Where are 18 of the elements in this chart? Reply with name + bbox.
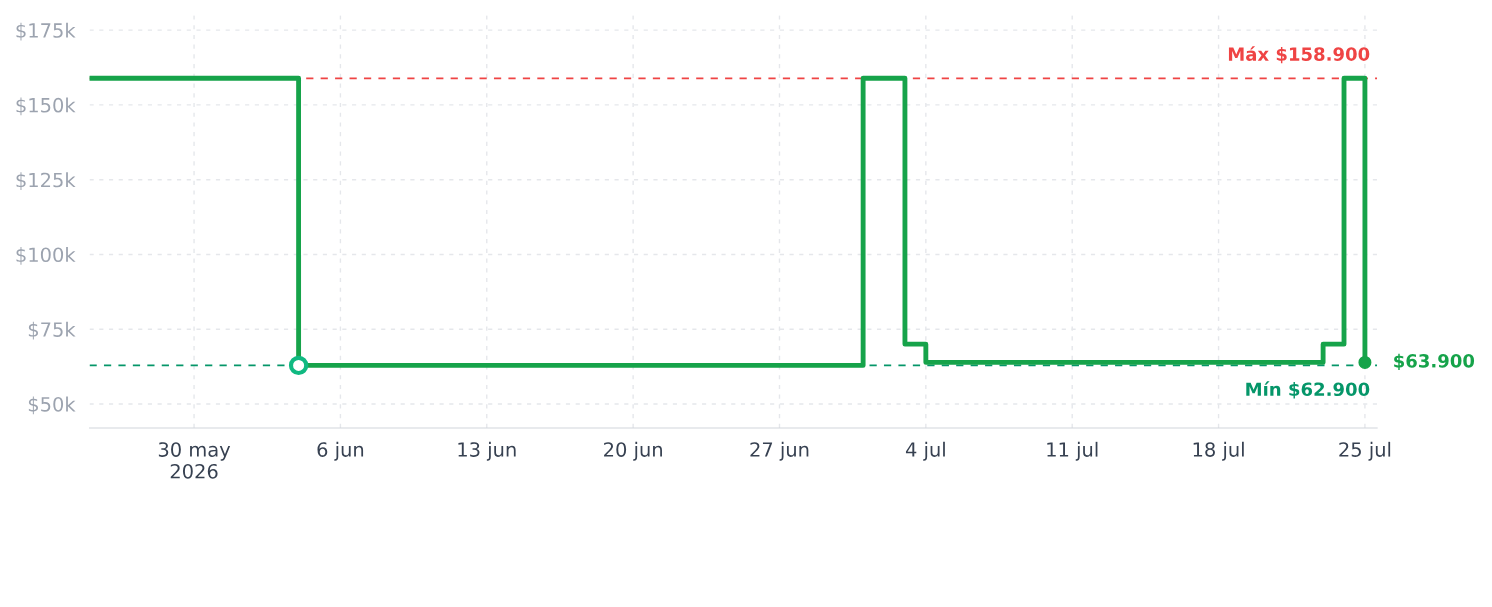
x-tick-label: 20 jun <box>604 441 662 461</box>
x-tick-label: 25 jul <box>1339 441 1391 461</box>
x-tick-label: 27 jun <box>750 441 809 461</box>
y-tick-label: $75k <box>28 321 76 340</box>
x-tick-label: 30 may 2026 <box>158 442 231 479</box>
x-tick-label: 18 jul <box>1193 441 1244 461</box>
y-tick-label: $175k <box>16 22 76 41</box>
y-tick-label: $50k <box>28 396 76 415</box>
x-tick-label: 4 jul <box>905 441 945 461</box>
x-tick-label: 6 jun <box>317 441 364 461</box>
annotation: $63.900 <box>1394 353 1475 371</box>
y-tick-label: $100k <box>16 247 76 265</box>
ref-line-label: Máx $158.900 <box>1228 46 1370 64</box>
y-tick-label: $125k <box>16 172 76 190</box>
y-tick-label: $150k <box>16 97 76 116</box>
x-tick-label: 11 jul <box>1047 441 1098 461</box>
ref-line-label: Mín $62.900 <box>1246 381 1370 399</box>
x-tick-label: 13 jun <box>458 441 516 461</box>
